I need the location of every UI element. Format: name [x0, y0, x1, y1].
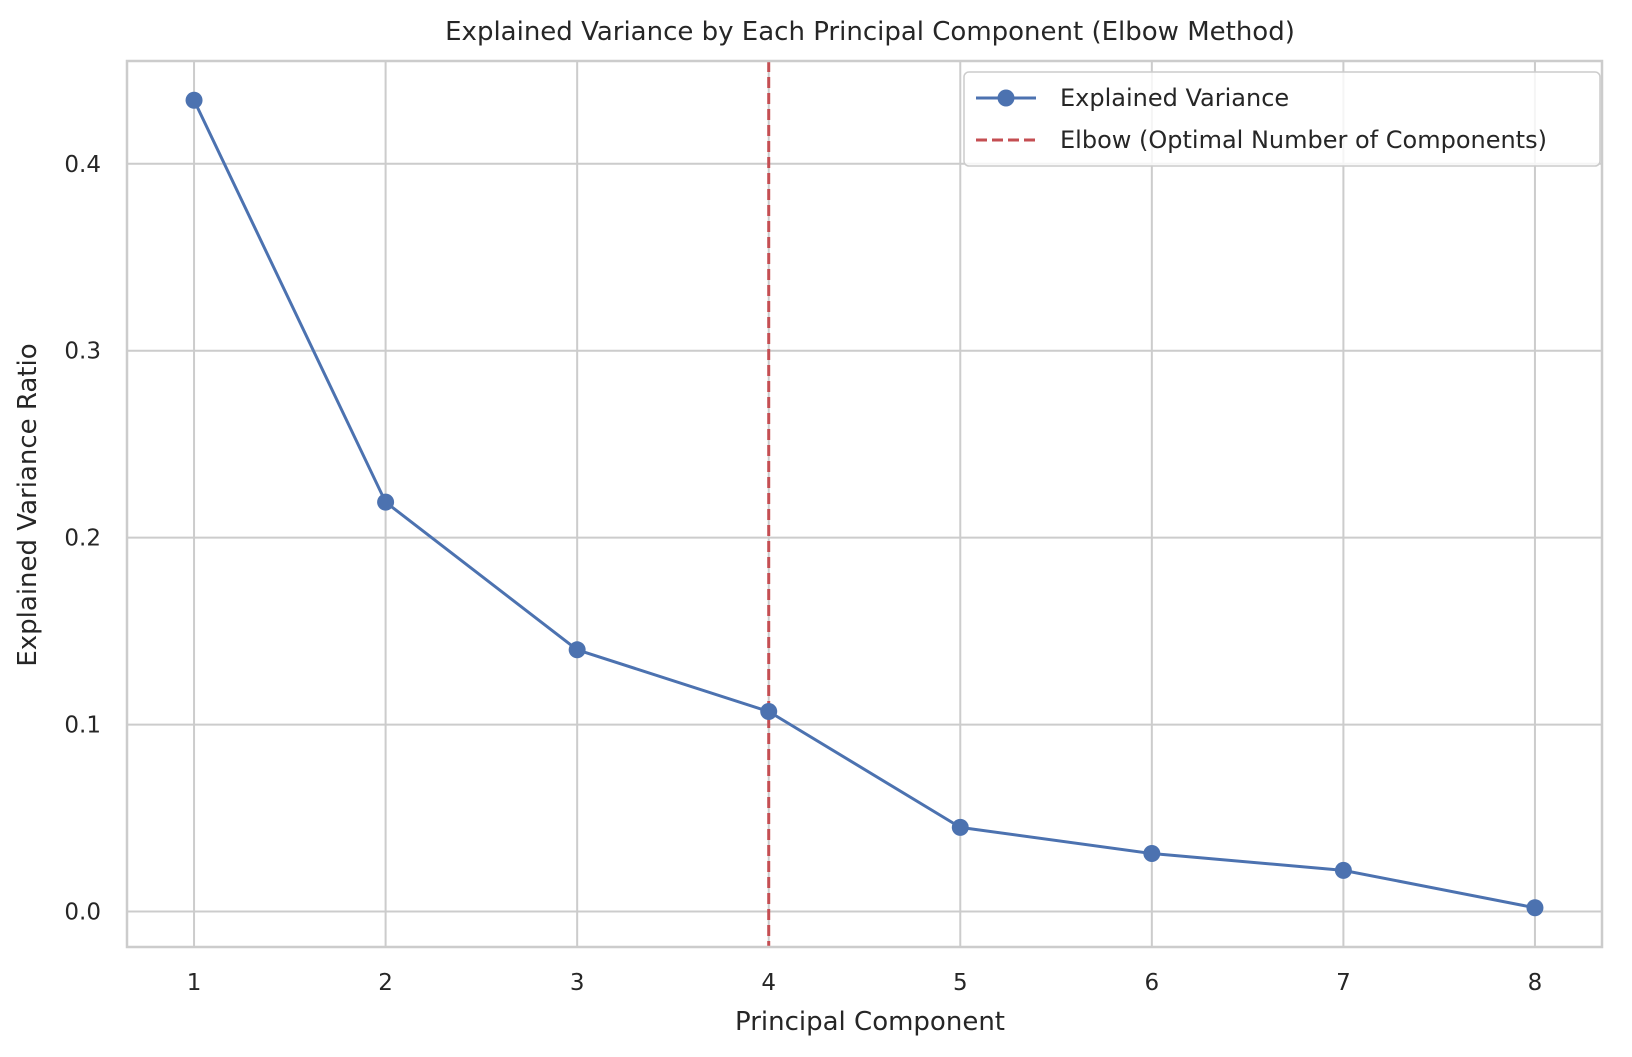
y-tick-label: 0.4 [64, 152, 101, 178]
y-axis-ticks: 0.0 0.1 0.2 0.3 0.4 [64, 152, 101, 926]
x-tick-label: 7 [1336, 970, 1351, 996]
y-tick-label: 0.2 [64, 526, 101, 552]
x-tick-label: 4 [761, 970, 776, 996]
legend-label-elbow: Elbow (Optimal Number of Components) [1060, 126, 1547, 154]
data-point [951, 818, 969, 836]
data-point [568, 641, 586, 659]
y-tick-label: 0.3 [64, 339, 101, 365]
plot-frame [125, 59, 1604, 949]
x-axis-label: Principal Component [735, 1007, 1005, 1037]
data-point [760, 702, 778, 720]
grid [127, 61, 1602, 947]
x-tick-label: 3 [570, 970, 585, 996]
data-point [1526, 899, 1544, 917]
x-tick-label: 1 [187, 970, 202, 996]
x-tick-label: 6 [1145, 970, 1160, 996]
legend: Explained Variance Elbow (Optimal Number… [963, 71, 1601, 167]
legend-marker-explained-variance [997, 89, 1015, 107]
x-tick-label: 8 [1528, 970, 1543, 996]
y-tick-label: 0.1 [64, 713, 101, 739]
x-tick-label: 5 [953, 970, 968, 996]
x-tick-label: 2 [378, 970, 393, 996]
data-point [185, 91, 203, 109]
legend-label-explained-variance: Explained Variance [1060, 84, 1289, 112]
data-point [1334, 861, 1352, 879]
y-axis-label: Explained Variance Ratio [13, 343, 43, 666]
x-axis-ticks: 1 2 3 4 5 6 7 8 [187, 970, 1543, 996]
series-line [192, 99, 1536, 910]
y-tick-label: 0.0 [64, 899, 101, 925]
data-point [377, 493, 395, 511]
series-explained-variance [185, 91, 1544, 917]
data-point [1143, 845, 1161, 863]
chart-title: Explained Variance by Each Principal Com… [445, 17, 1295, 47]
legend-box [963, 71, 1601, 167]
